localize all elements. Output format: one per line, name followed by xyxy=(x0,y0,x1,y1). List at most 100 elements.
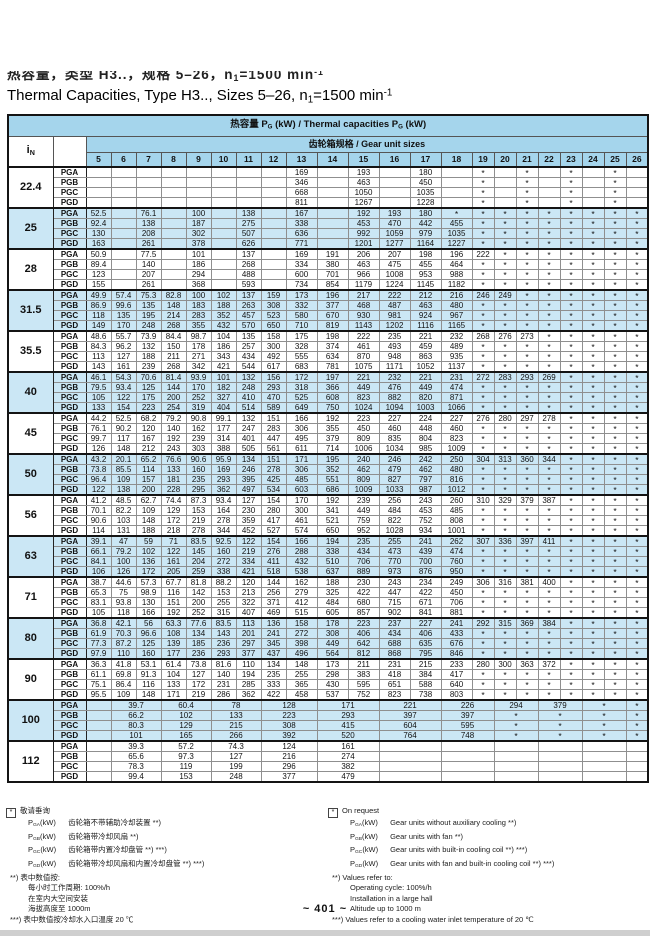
value-cell: * xyxy=(581,392,605,403)
value-cell: 91.3 xyxy=(135,669,162,680)
value: 447 xyxy=(387,588,402,597)
value: 430 xyxy=(325,680,340,689)
value: 84.1 xyxy=(90,557,107,566)
value: * xyxy=(635,362,639,372)
value: 688 xyxy=(387,639,402,648)
value: * xyxy=(503,485,507,495)
value-cell: 161 xyxy=(160,556,187,567)
value-cell: * xyxy=(581,423,605,434)
value-cell: 374 xyxy=(316,341,349,352)
value: 200 xyxy=(166,393,181,402)
value-cell: 820 xyxy=(409,392,442,403)
value-cell: * xyxy=(515,351,539,362)
value-cell: * xyxy=(493,402,517,414)
value: 987 xyxy=(418,485,433,494)
value-cell: * xyxy=(559,423,583,434)
value: 480 xyxy=(449,301,464,310)
value-cell: 479 xyxy=(316,771,380,783)
value-cell: 131 xyxy=(110,525,137,537)
value: 263 xyxy=(241,301,256,310)
value: * xyxy=(613,660,617,670)
value: 538 xyxy=(294,567,309,576)
type-cell: PGB xyxy=(52,628,87,639)
value: * xyxy=(547,598,551,608)
value: 197 xyxy=(325,373,340,382)
value-cell: * xyxy=(537,341,561,352)
value: * xyxy=(635,373,639,383)
value-cell: 66.2 xyxy=(110,710,162,721)
value-cell: 56 xyxy=(135,617,162,629)
value-cell: * xyxy=(559,238,583,250)
value: 228 xyxy=(166,485,181,494)
value-cell: * xyxy=(581,576,605,588)
value-cell: 383 xyxy=(347,669,380,680)
page-number: ~ 401 ~ xyxy=(302,903,348,915)
table-row: PGC 99.7 117 167 192 239 314 401 447 495 379 809 835… xyxy=(8,433,649,444)
value-cell: 450 xyxy=(409,177,442,188)
value: 222 xyxy=(356,332,371,341)
value-cell: * xyxy=(603,166,627,178)
value: 127 xyxy=(191,670,206,679)
value: 366 xyxy=(325,383,340,392)
table-row: PGD 149 170 248 268 355 432 570 650 710 819 1143 120… xyxy=(8,320,649,332)
value-cell: 1050 xyxy=(347,187,380,198)
table-row: 50 PGA 43.2 20.1 65.2 76.6 90.6 95.9 134 151 171 19… xyxy=(7,453,649,496)
value-cell: 160 xyxy=(135,648,162,660)
value-cell: * xyxy=(537,638,561,649)
value-cell: 433 xyxy=(440,628,473,639)
value-cell: 857 xyxy=(347,607,380,619)
value-cell: 83.5 xyxy=(185,535,212,547)
value-cell: * xyxy=(625,259,649,270)
ratio-cell: 80 xyxy=(7,617,54,660)
value: 1052 xyxy=(416,362,435,371)
value-cell: 827 xyxy=(378,474,411,485)
value-cell: * xyxy=(625,720,649,731)
value-cell: 212 xyxy=(409,289,442,301)
value: 198 xyxy=(325,332,340,341)
value-cell: 449 xyxy=(409,382,442,393)
table-row: 28 PGA 50.9 77.5 101 137 169 191 206 207 198 196 222… xyxy=(7,248,649,291)
value-cell: 109 xyxy=(110,689,137,701)
value-cell: 455 xyxy=(409,259,442,270)
value: 474 xyxy=(449,547,464,556)
value-cell: 417 xyxy=(260,515,287,526)
value-cell: 293 xyxy=(210,474,237,485)
value: 149 xyxy=(91,321,106,330)
value: * xyxy=(481,178,485,188)
value-cell xyxy=(110,166,137,178)
value-cell xyxy=(110,207,137,219)
type-cell: PGC xyxy=(52,187,87,198)
value: * xyxy=(481,321,485,331)
value: 233 xyxy=(449,660,464,669)
value-cell: * xyxy=(537,238,561,250)
value-cell: * xyxy=(537,669,561,680)
value-cell: * xyxy=(493,597,517,608)
table-row: 22.4 PGA 169 193 180 * * * * xyxy=(7,166,649,209)
ratio-cell: 45 xyxy=(7,412,54,455)
value: * xyxy=(635,598,639,608)
value-cell: 196 xyxy=(440,248,473,260)
value: * xyxy=(635,547,639,557)
value: * xyxy=(613,506,617,516)
value: 75 xyxy=(119,588,128,597)
value-cell: * xyxy=(625,464,649,475)
footnote-line: **) 表中数值按: xyxy=(10,872,61,882)
value: * xyxy=(547,608,551,618)
value: * xyxy=(514,731,518,741)
value-cell: 459 xyxy=(409,341,442,352)
value: * xyxy=(569,485,573,495)
table-row: PGD 95.5 109 148 171 219 286 362 422 458 537 752 823… xyxy=(8,689,649,701)
value: 216 xyxy=(449,291,464,300)
value: * xyxy=(635,250,639,260)
value: 140 xyxy=(141,260,156,269)
value-cell: 84.4 xyxy=(160,330,187,342)
value-cell: 934 xyxy=(409,525,442,537)
value: 365 xyxy=(294,680,309,689)
value: 377 xyxy=(282,772,296,781)
value: 379 xyxy=(325,434,340,443)
value: * xyxy=(547,690,551,700)
value: 221 xyxy=(356,373,371,382)
value: 455 xyxy=(449,219,464,228)
value: 372 xyxy=(542,660,556,669)
value: * xyxy=(481,557,485,567)
